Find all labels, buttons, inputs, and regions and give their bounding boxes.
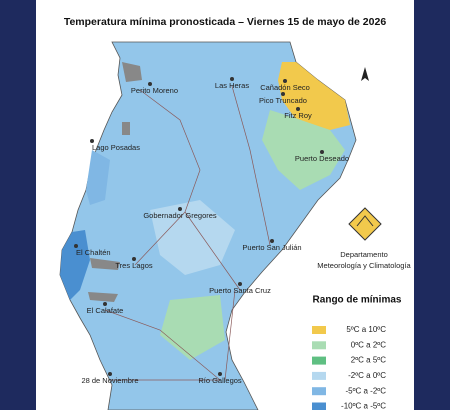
city-dot bbox=[230, 77, 234, 81]
city-dot bbox=[178, 207, 182, 211]
city-dot bbox=[103, 302, 107, 306]
legend-label: 2ºC a 5ºC bbox=[351, 356, 386, 365]
city-dot bbox=[90, 139, 94, 143]
north-arrow bbox=[361, 67, 369, 81]
city-label: Puerto Deseado bbox=[295, 154, 349, 163]
lake bbox=[122, 62, 142, 82]
warm-zone bbox=[278, 62, 350, 130]
org-line: Meteorología y Climatología bbox=[317, 261, 411, 270]
roads bbox=[104, 85, 271, 381]
org-line: Departamento bbox=[340, 250, 388, 259]
city-label: Lago Posadas bbox=[92, 143, 140, 152]
city-dot bbox=[108, 372, 112, 376]
legend-label: -5ºC a -2ºC bbox=[345, 386, 386, 395]
city-label: Tres Lagos bbox=[115, 261, 152, 270]
city-dot bbox=[320, 150, 324, 154]
city-label: Puerto Santa Cruz bbox=[209, 286, 271, 295]
city-label: 28 de Noviembre bbox=[81, 376, 138, 385]
lake bbox=[122, 122, 130, 135]
city-label: Cañadón Seco bbox=[260, 83, 310, 92]
city-label: Perito Moreno bbox=[131, 86, 178, 95]
legend-label: 0ºC a 2ºC bbox=[351, 340, 386, 349]
city-dot bbox=[281, 92, 285, 96]
map bbox=[59, 41, 382, 410]
lake bbox=[90, 258, 120, 270]
logo bbox=[348, 207, 382, 241]
legend-swatch bbox=[312, 326, 326, 334]
legend-label: -2ºC a 0ºC bbox=[348, 371, 386, 380]
city-dot bbox=[74, 244, 78, 248]
legend-label: -10ºC a -5ºC bbox=[341, 402, 386, 410]
mild-zone bbox=[262, 110, 345, 190]
city-dot bbox=[238, 282, 242, 286]
city-dot bbox=[148, 82, 152, 86]
cold-zone-north bbox=[86, 150, 110, 205]
city-dot bbox=[296, 107, 300, 111]
city-dot bbox=[283, 79, 287, 83]
cool-zone bbox=[150, 200, 235, 275]
legend-swatch bbox=[312, 387, 326, 396]
city-dot bbox=[132, 257, 136, 261]
city-label: Río Gallegos bbox=[198, 376, 242, 385]
city-label: El Calafate bbox=[87, 306, 124, 315]
legend-swatch bbox=[312, 356, 326, 365]
legend-swatch bbox=[312, 402, 326, 410]
city-label: Las Heras bbox=[215, 81, 249, 90]
city-dot bbox=[218, 372, 222, 376]
cold-zone bbox=[60, 230, 90, 300]
legend-label: 5ºC a 10ºC bbox=[346, 325, 386, 334]
city-label: El Chaltén bbox=[76, 248, 111, 257]
legend-swatch bbox=[312, 371, 326, 380]
city-label: Puerto San Julián bbox=[242, 243, 301, 252]
lake bbox=[88, 292, 118, 302]
legend-title: Rango de mínimas bbox=[313, 295, 402, 306]
city-label: Pico Truncado bbox=[259, 96, 307, 105]
city-dot bbox=[270, 239, 274, 243]
legend-swatch bbox=[312, 341, 326, 350]
city-label: Gobernador Gregores bbox=[143, 211, 217, 220]
title: Temperatura mínima pronosticada – Vierne… bbox=[64, 16, 386, 28]
city-label: Fitz Roy bbox=[284, 111, 312, 120]
